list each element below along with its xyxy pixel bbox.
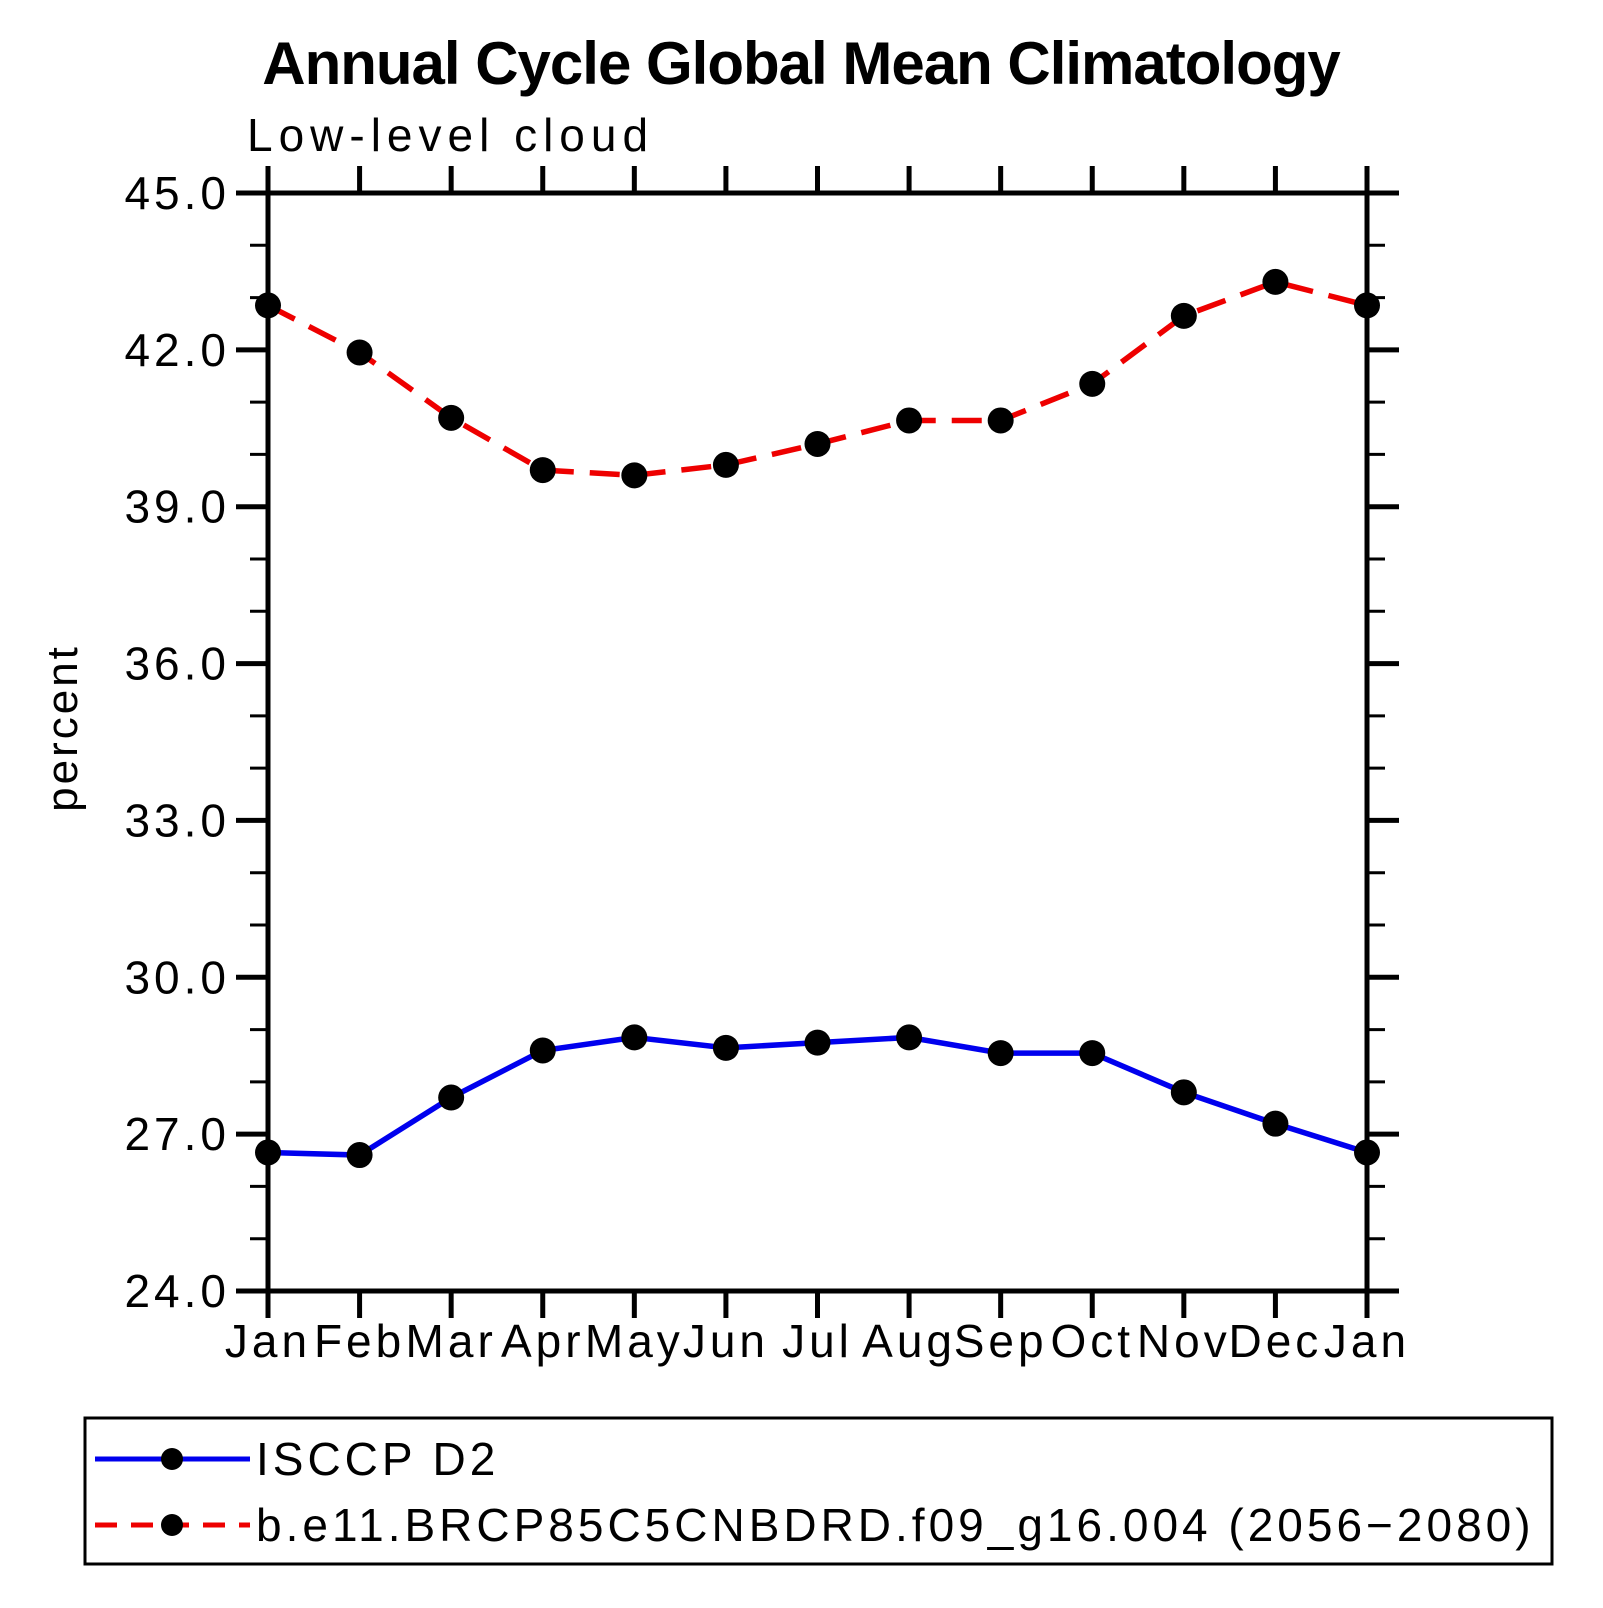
data-point	[346, 1142, 373, 1169]
data-point	[438, 1084, 465, 1111]
data-point	[804, 1029, 831, 1056]
data-point	[529, 1037, 556, 1064]
legend: ISCCP D2 b.e11.BRCP85C5CNBDRD.f09_g16.004…	[83, 1416, 1554, 1566]
x-tick-label: Dec	[1229, 1315, 1323, 1367]
x-tick-label: Apr	[501, 1315, 585, 1367]
data-point	[529, 457, 556, 484]
data-point	[621, 1024, 648, 1051]
data-point	[712, 1034, 739, 1061]
legend-label: ISCCP D2	[256, 1433, 499, 1485]
y-tick-label: 45.0	[124, 167, 230, 219]
y-tick-label: 39.0	[124, 481, 230, 533]
data-point	[1079, 1040, 1106, 1067]
chart-title: Annual Cycle Global Mean Climatology	[262, 30, 1341, 97]
x-tick-label: Jul	[782, 1315, 853, 1367]
data-point	[712, 451, 739, 478]
legend-box	[83, 1416, 1554, 1566]
y-tick-label: 27.0	[124, 1108, 230, 1160]
data-point	[438, 404, 465, 431]
legend-label: b.e11.BRCP85C5CNBDRD.f09_g16.004 (2056−2…	[256, 1499, 1535, 1551]
data-point	[1170, 1079, 1197, 1106]
data-point	[1354, 292, 1380, 319]
legend-marker	[161, 1514, 183, 1536]
data-point	[621, 462, 648, 489]
axis-ticks	[236, 166, 1399, 1318]
x-tick-label: Jun	[683, 1315, 769, 1367]
data-point	[896, 407, 923, 434]
y-tick-label: 24.0	[124, 1265, 230, 1317]
x-tick-label: Jan	[1324, 1315, 1410, 1367]
data-point	[1079, 370, 1106, 397]
data-series	[255, 268, 1380, 1169]
x-tick-label: Sep	[954, 1315, 1048, 1367]
data-point	[255, 1139, 281, 1166]
x-tick-label: May	[585, 1315, 684, 1367]
data-point	[896, 1024, 923, 1051]
plot-border	[265, 190, 1370, 1294]
y-tick-label: 36.0	[124, 638, 230, 690]
x-tick-label: Aug	[862, 1315, 956, 1367]
x-tick-label: Jan	[225, 1315, 311, 1367]
chart-subtitle: Low-level cloud	[247, 109, 654, 161]
data-point	[987, 407, 1014, 434]
x-tick-label: Mar	[406, 1315, 497, 1367]
data-point	[1262, 1110, 1289, 1137]
y-tick-label: 42.0	[124, 324, 230, 376]
x-tick-label: Oct	[1050, 1315, 1134, 1367]
plot-frame	[265, 190, 1370, 1294]
y-tick-label: 30.0	[124, 951, 230, 1003]
data-point	[346, 339, 373, 366]
x-tick-label: Feb	[314, 1315, 405, 1367]
y-tick-label: 33.0	[124, 794, 230, 846]
data-point	[1354, 1139, 1380, 1166]
data-point	[804, 430, 831, 457]
y-axis-label: percent	[38, 644, 87, 812]
data-point	[1262, 268, 1289, 295]
data-point	[255, 292, 281, 319]
data-point	[1170, 302, 1197, 329]
x-tick-label: Nov	[1137, 1315, 1231, 1367]
data-point	[987, 1040, 1014, 1067]
legend-marker	[161, 1448, 183, 1470]
